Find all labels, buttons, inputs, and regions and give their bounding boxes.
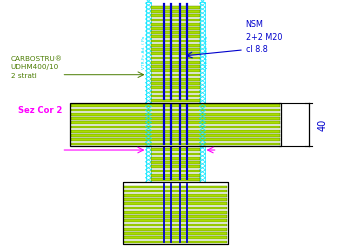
Bar: [70, 103, 281, 146]
Bar: [146, 146, 151, 182]
Bar: [151, 99, 200, 102]
Bar: [71, 130, 280, 132]
Bar: [124, 186, 227, 188]
Bar: [124, 224, 227, 226]
Bar: [124, 228, 227, 231]
Bar: [70, 103, 281, 146]
Text: Sez Cor 2: Sez Cor 2: [18, 106, 62, 115]
Bar: [124, 194, 227, 197]
Bar: [146, 2, 151, 103]
Bar: [151, 82, 200, 85]
Bar: [151, 48, 200, 51]
Bar: [151, 178, 200, 181]
Bar: [151, 18, 200, 21]
Bar: [151, 35, 200, 38]
Bar: [151, 40, 200, 42]
Bar: [146, 146, 205, 182]
Bar: [151, 52, 200, 55]
Text: VTR-Fe Ad. ( Pa: VTR-Fe Ad. ( Pa: [142, 36, 146, 69]
Bar: [151, 65, 200, 68]
Bar: [151, 31, 200, 34]
Bar: [124, 236, 227, 239]
Bar: [124, 232, 227, 235]
Bar: [151, 61, 200, 63]
Bar: [124, 241, 227, 243]
Bar: [151, 90, 200, 93]
Bar: [151, 14, 200, 17]
Bar: [124, 219, 227, 222]
Bar: [123, 182, 228, 244]
Bar: [151, 148, 200, 151]
Bar: [200, 2, 205, 103]
Bar: [146, 2, 205, 103]
Bar: [151, 174, 200, 177]
Bar: [151, 161, 200, 164]
Bar: [151, 157, 200, 160]
Bar: [71, 121, 280, 124]
Bar: [151, 10, 200, 13]
Bar: [151, 165, 200, 168]
Bar: [71, 104, 280, 107]
Bar: [151, 95, 200, 97]
Bar: [151, 170, 200, 172]
Text: CARBOSTRU®
UDHM400/10
2 strati: CARBOSTRU® UDHM400/10 2 strati: [11, 56, 62, 79]
Bar: [124, 198, 227, 201]
Bar: [71, 113, 280, 116]
Bar: [124, 202, 227, 205]
Bar: [124, 190, 227, 192]
Bar: [71, 142, 280, 145]
Bar: [71, 109, 280, 111]
Text: VTR-Fe Ad. ( Pa: VTR-Fe Ad. ( Pa: [205, 36, 209, 69]
Bar: [151, 44, 200, 47]
Bar: [151, 57, 200, 59]
Bar: [71, 117, 280, 120]
Bar: [71, 138, 280, 141]
Bar: [71, 125, 280, 128]
Bar: [151, 69, 200, 72]
Bar: [151, 78, 200, 80]
Text: NSM
2+2 M20
cl 8.8: NSM 2+2 M20 cl 8.8: [246, 20, 282, 54]
Bar: [124, 207, 227, 209]
Bar: [151, 23, 200, 25]
Bar: [151, 6, 200, 8]
Text: 40: 40: [318, 118, 328, 131]
Bar: [151, 27, 200, 30]
Bar: [151, 153, 200, 155]
Bar: [124, 211, 227, 214]
Bar: [151, 73, 200, 76]
Bar: [71, 134, 280, 137]
Bar: [200, 146, 205, 182]
Bar: [151, 86, 200, 89]
Bar: [123, 182, 228, 244]
Bar: [124, 215, 227, 218]
